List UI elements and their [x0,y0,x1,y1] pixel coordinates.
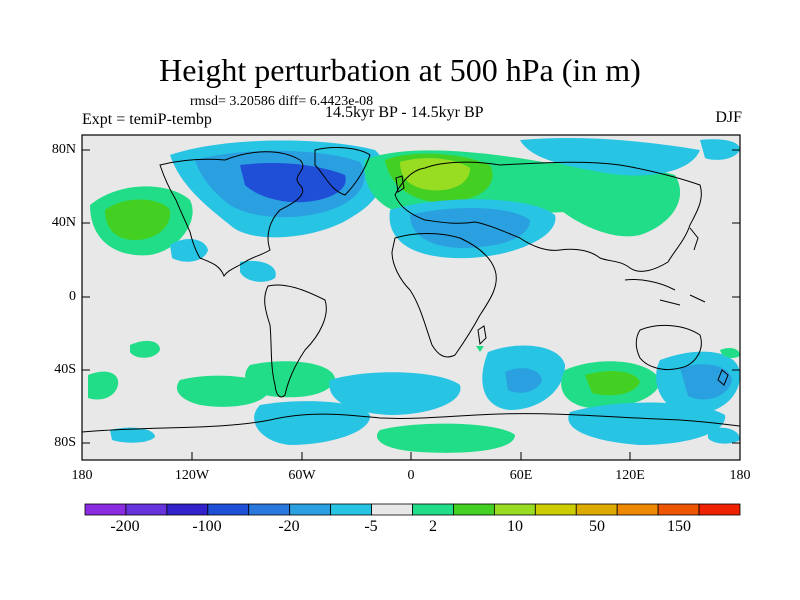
contour-canada-low-core [240,163,346,203]
coast-maritime-asia [624,279,706,306]
contour-small-sh-high [130,340,160,358]
lon-label-60e: 60E [509,468,533,483]
season-label: DJF [715,109,742,126]
lon-label-120w: 120W [174,468,210,483]
period-label: 14.5kyr BP - 14.5kyr BP [325,104,484,121]
colorbar-swatch [698,503,741,516]
colorbar-swatch [657,503,700,516]
colorbar-swatch [616,503,659,516]
lat-label-40s: 40S [54,362,76,377]
contour-europe-high-core [400,158,470,191]
contour-fields [88,138,740,453]
contour-sh-high-5 [720,348,740,358]
coastlines [82,147,740,433]
lon-label-180w: 180 [71,468,93,483]
colorbar-swatch [248,503,291,516]
colorbar-label-neg100: -100 [192,518,222,535]
coast-africa [391,233,497,358]
contour-sh-high-4-inner [585,370,640,396]
colorbar-label-neg200: -200 [110,518,140,535]
colorbar-swatch [453,503,495,516]
plot-title: Height perturbation at 500 hPa (in m) [159,52,641,88]
colorbar-label-2: 2 [429,518,437,535]
colorbar-swatch [207,503,250,516]
contour-antarctic-high [376,423,515,453]
contour-antarctic-low-3 [110,427,155,443]
contour-small-atlantic-low [240,260,276,282]
colorbar-swatch [575,503,618,516]
contour-small-africa-high [476,346,484,352]
lat-label-0: 0 [69,289,76,304]
colorbar-swatch [84,503,127,516]
contour-sh-high-3 [176,375,270,407]
contour-sh-high-2 [88,371,119,400]
coast-japan [689,227,699,251]
coast-south-america [264,284,327,398]
lat-label-80s: 80S [54,435,76,450]
contour-med-low-inner [410,208,530,248]
colorbar-label-neg5: -5 [364,518,378,535]
colorbar-label-50: 50 [589,518,605,535]
coast-antarctica [82,413,740,433]
contour-antarctic-low-4 [708,427,740,444]
lat-ticks [82,149,740,444]
contour-asia-high [540,160,681,237]
rmsd-stats: rmsd= 3.20586 diff= 6.4423e-08 [190,94,374,109]
contour-sh-low-1 [329,372,461,415]
colorbar-swatch [330,503,372,516]
contour-antarctic-low-2 [568,402,726,445]
coast-greenland [314,147,371,196]
coast-new-zealand [717,369,729,386]
lat-label-80n: 80N [51,142,76,157]
coast-madagascar [477,325,487,346]
contour-arctic-low-east [520,138,700,176]
contour-arctic-low-far-east [700,139,740,160]
lon-ticks [191,452,631,460]
contour-antarctic-low-1 [254,401,371,445]
colorbar-swatch [125,503,168,516]
colorbar-swatch [166,503,209,516]
contour-sh-low-3-inner [680,364,732,400]
contour-sh-low-2-inner [505,368,542,393]
coast-uk [395,175,405,193]
colorbar-swatch [412,503,454,516]
colorbar-swatch [371,503,413,516]
colorbar-label-150: 150 [667,518,691,535]
colorbar-swatch [534,503,577,516]
lon-label-120e: 120E [615,468,645,483]
contour-pacific-high-inner [105,199,171,240]
experiment-label: Expt = temiP-tembp [82,111,212,128]
lon-label-60w: 60W [288,468,316,483]
coast-eurasia [394,161,702,272]
lon-label-0: 0 [407,468,415,483]
colorbar-swatch [289,503,332,516]
colorbar-label-neg20: -20 [278,518,300,535]
lat-label-40n: 40N [51,215,76,230]
colorbar-swatch [493,503,536,516]
lon-label-180e: 180 [729,468,751,483]
coast-north-america [159,151,304,278]
colorbar [84,503,741,516]
coast-australia [635,325,702,371]
colorbar-label-10: 10 [507,518,523,535]
